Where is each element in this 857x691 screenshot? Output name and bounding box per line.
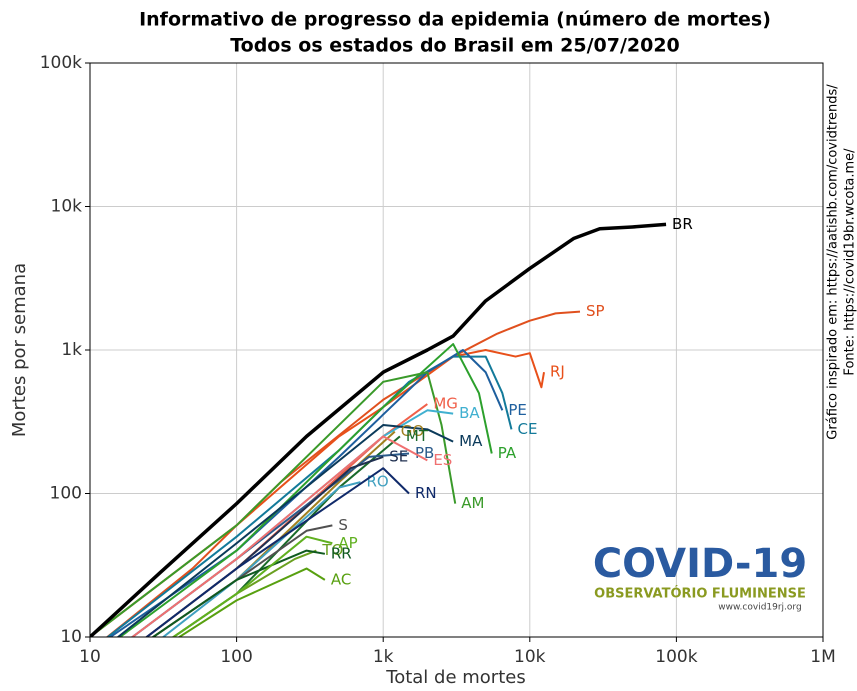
chart-title: Informativo de progresso da epidemia (nú… (139, 9, 771, 31)
y-tick-label: 100k (40, 53, 82, 73)
series-label: BR (672, 215, 693, 233)
series-label: MG (433, 395, 458, 413)
series-label: AC (331, 570, 351, 588)
y-tick-label: 100 (50, 484, 82, 504)
series-label: BA (459, 404, 480, 422)
series-line (90, 372, 455, 637)
series-label: RJ (550, 363, 565, 381)
series-label: S (338, 516, 348, 534)
series-label: RN (415, 484, 437, 502)
series-line (90, 551, 316, 687)
side-note: Gráfico inspirado em: https://aatishb.co… (826, 84, 841, 440)
series-label: SE (389, 447, 408, 465)
source-note: Fonte: https://covid19br.wcota.me/ (843, 148, 857, 376)
chart-subtitle: Todos os estados do Brasil em 25/07/2020 (230, 35, 680, 57)
x-tick-label: 10k (514, 647, 546, 667)
logo-url: www.covid19rj.org (718, 603, 801, 613)
series-label: PE (508, 401, 527, 419)
series-label: MA (459, 432, 483, 450)
x-axis-label: Total de mortes (385, 667, 525, 687)
x-tick-label: 100k (655, 647, 697, 667)
series-label: RO (366, 473, 388, 491)
logo-title: COVID-19 (593, 541, 807, 587)
x-tick-label: 1k (373, 647, 394, 667)
series-label: ES (433, 451, 452, 469)
x-tick-label: 1M (810, 647, 835, 667)
y-tick-label: 1k (61, 340, 82, 360)
y-tick-label: 10 (60, 627, 82, 647)
series-label: SP (586, 302, 605, 320)
x-tick-label: 100 (220, 647, 252, 667)
y-tick-label: 10k (51, 197, 83, 217)
logo-subtitle: OBSERVATÓRIO FLUMINENSE (594, 586, 806, 602)
series-label: AP (338, 534, 357, 552)
x-tick-label: 10 (79, 647, 101, 667)
series-label: PA (498, 444, 517, 462)
series-label: MT (406, 427, 429, 445)
series-label: AM (461, 494, 484, 512)
series-line (90, 224, 666, 637)
y-axis-label: Mortes por semana (9, 263, 30, 437)
series-label: CE (517, 420, 537, 438)
